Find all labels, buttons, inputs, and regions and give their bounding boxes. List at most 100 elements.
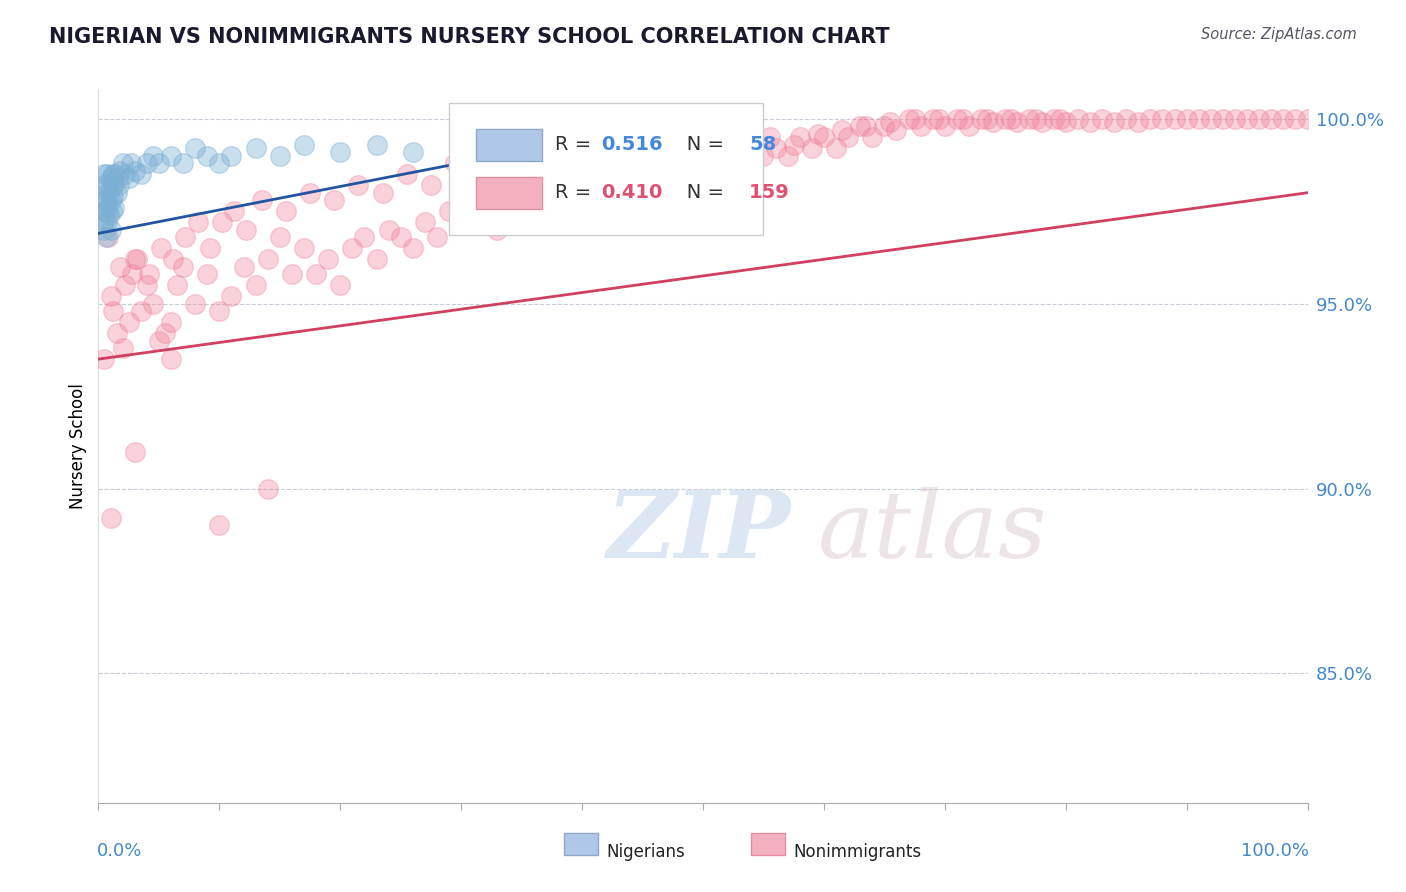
Text: 0.516: 0.516: [602, 136, 664, 154]
Point: [934, 119, 956, 133]
Point: [1152, 112, 1174, 126]
Point: [120, 156, 142, 170]
Point: [492, 178, 515, 193]
Text: Source: ZipAtlas.com: Source: ZipAtlas.com: [1201, 27, 1357, 42]
Point: [150, 241, 173, 255]
Point: [256, 252, 278, 267]
Point: [402, 145, 425, 159]
Point: [100, 204, 122, 219]
Point: [323, 193, 346, 207]
Point: [1018, 112, 1040, 126]
Point: [208, 156, 231, 170]
Point: [105, 326, 128, 341]
FancyBboxPatch shape: [751, 833, 785, 855]
Point: [129, 167, 152, 181]
Point: [107, 170, 129, 185]
Point: [402, 241, 425, 255]
Point: [221, 149, 243, 163]
Point: [668, 156, 690, 170]
Text: 100.0%: 100.0%: [1240, 842, 1309, 860]
Point: [98, 186, 121, 200]
Point: [486, 137, 509, 152]
Point: [946, 112, 969, 126]
Point: [104, 167, 127, 181]
Point: [734, 141, 756, 155]
Point: [1102, 115, 1125, 129]
Point: [571, 134, 593, 148]
Point: [534, 193, 557, 207]
Point: [637, 149, 659, 163]
Point: [1067, 112, 1090, 126]
Point: [118, 315, 141, 329]
Point: [98, 208, 121, 222]
Point: [692, 130, 714, 145]
Text: atlas: atlas: [818, 487, 1047, 576]
Point: [789, 130, 811, 145]
Point: [124, 163, 146, 178]
Point: [100, 223, 122, 237]
Point: [1091, 112, 1114, 126]
Point: [395, 167, 418, 181]
Point: [831, 123, 853, 137]
Text: ZIP: ZIP: [606, 487, 790, 576]
Point: [765, 141, 787, 155]
Point: [142, 296, 165, 310]
Text: N =: N =: [668, 183, 730, 202]
Point: [855, 119, 877, 133]
Point: [274, 204, 297, 219]
Point: [160, 352, 183, 367]
Point: [928, 112, 950, 126]
Point: [269, 230, 291, 244]
Point: [523, 204, 546, 219]
Point: [1024, 112, 1046, 126]
Point: [970, 112, 993, 126]
Point: [292, 241, 315, 255]
Point: [195, 267, 218, 281]
Point: [1284, 112, 1306, 126]
Point: [558, 193, 581, 207]
Point: [160, 315, 183, 329]
Point: [172, 260, 194, 274]
Point: [523, 134, 546, 148]
Point: [93, 167, 115, 181]
Point: [849, 119, 872, 133]
Point: [377, 223, 399, 237]
Y-axis label: Nursery School: Nursery School: [69, 383, 87, 509]
Point: [129, 304, 152, 318]
Point: [800, 141, 823, 155]
Point: [813, 130, 835, 145]
Point: [121, 267, 143, 281]
Point: [127, 252, 149, 267]
Text: Nigerians: Nigerians: [606, 844, 685, 862]
Point: [101, 304, 124, 318]
Point: [1078, 115, 1101, 129]
Text: 159: 159: [749, 183, 790, 202]
Point: [686, 145, 709, 159]
Point: [463, 193, 485, 207]
Text: N =: N =: [668, 136, 730, 154]
Point: [222, 204, 245, 219]
Point: [108, 178, 131, 193]
Point: [873, 119, 896, 133]
Point: [142, 149, 165, 163]
Point: [540, 167, 562, 181]
Point: [860, 130, 883, 145]
Point: [305, 267, 328, 281]
Point: [740, 141, 762, 155]
Point: [245, 278, 267, 293]
Text: 0.0%: 0.0%: [97, 842, 142, 860]
Point: [679, 167, 702, 181]
Point: [292, 137, 315, 152]
Text: Nonimmigrants: Nonimmigrants: [793, 844, 922, 862]
Point: [366, 137, 388, 152]
Point: [105, 186, 128, 200]
Point: [1212, 112, 1234, 126]
Point: [1139, 112, 1161, 126]
Point: [994, 112, 1017, 126]
Point: [1175, 112, 1198, 126]
Point: [450, 215, 472, 229]
Point: [96, 215, 118, 229]
Point: [108, 260, 131, 274]
Point: [245, 141, 267, 155]
Point: [366, 252, 388, 267]
